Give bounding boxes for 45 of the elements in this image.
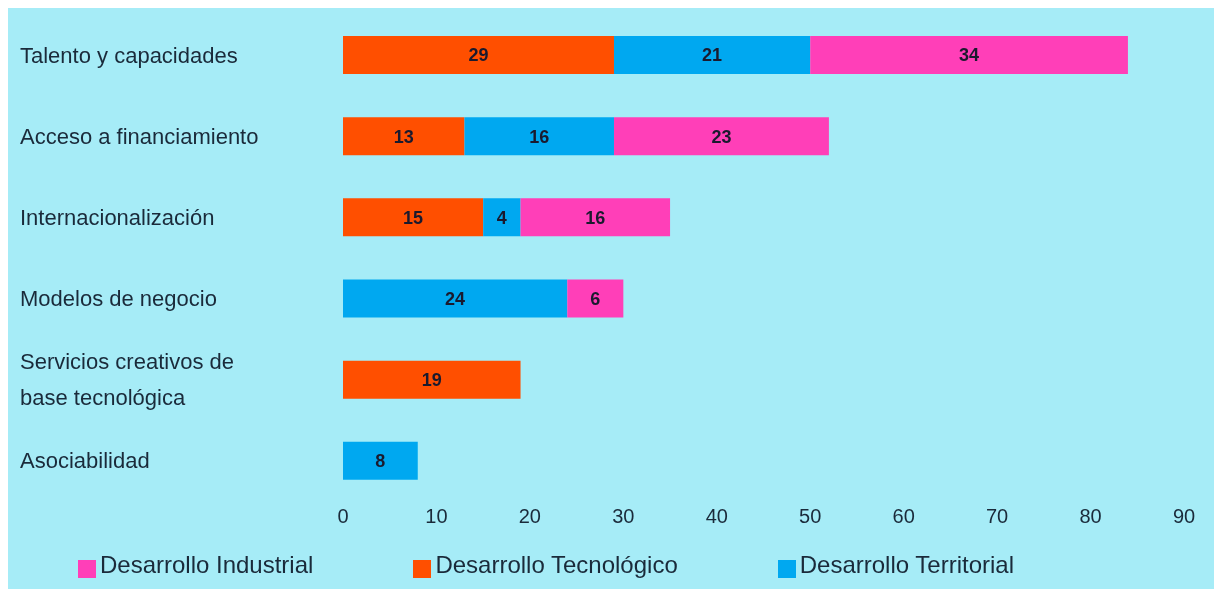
- data-label: 15: [403, 207, 424, 228]
- bar: [810, 36, 1128, 74]
- x-tick-label: 20: [518, 505, 542, 528]
- data-label: 16: [529, 126, 550, 147]
- legend-label: Desarrollo Territorial: [799, 551, 1015, 578]
- bar: [520, 198, 671, 237]
- x-tick-label: 80: [1079, 505, 1102, 528]
- x-tick-label: 10: [425, 505, 448, 528]
- x-tick-label: 70: [985, 505, 1009, 528]
- bar: [343, 279, 568, 318]
- y-tick-label: Servicios creativos de base tecnológica: [20, 348, 234, 410]
- data-label: 34: [959, 45, 980, 66]
- data-label: 19: [421, 370, 442, 391]
- bar: [343, 36, 614, 74]
- data-label: 21: [702, 45, 723, 66]
- x-tick-label: 40: [705, 505, 728, 528]
- bar: [613, 36, 811, 74]
- bar: [613, 117, 829, 156]
- bar: [343, 117, 465, 156]
- data-label: 4: [496, 207, 507, 228]
- data-label: 6: [590, 288, 601, 309]
- y-tick-label: Internacionalización: [20, 204, 215, 230]
- y-tick-label: Asociabilidad: [20, 447, 150, 473]
- bar: [343, 441, 418, 480]
- bar: [483, 198, 521, 237]
- data-label: 23: [711, 126, 732, 147]
- data-label: 29: [468, 45, 489, 66]
- legend-label: Desarrollo Tecnológico: [435, 551, 678, 578]
- x-tick-label: 30: [612, 505, 635, 528]
- bar: [343, 360, 521, 399]
- x-tick-label: 90: [1172, 505, 1196, 528]
- data-label: 16: [585, 207, 606, 228]
- x-tick-label: 60: [892, 505, 915, 528]
- bar: [464, 117, 614, 156]
- y-tick-label: Acceso a financiamiento: [20, 123, 259, 149]
- legend-label: Desarrollo Industrial: [99, 551, 314, 578]
- bar: [343, 198, 484, 237]
- x-tick-label: 0: [337, 505, 349, 528]
- data-label: 13: [393, 126, 414, 147]
- y-tick-label: Talento y capacidades: [20, 42, 238, 68]
- data-label: 24: [445, 288, 466, 309]
- data-label: 8: [375, 451, 386, 472]
- x-tick-label: 50: [799, 505, 822, 528]
- y-tick-label: Modelos de negocio: [20, 285, 217, 311]
- bar: [567, 279, 624, 318]
